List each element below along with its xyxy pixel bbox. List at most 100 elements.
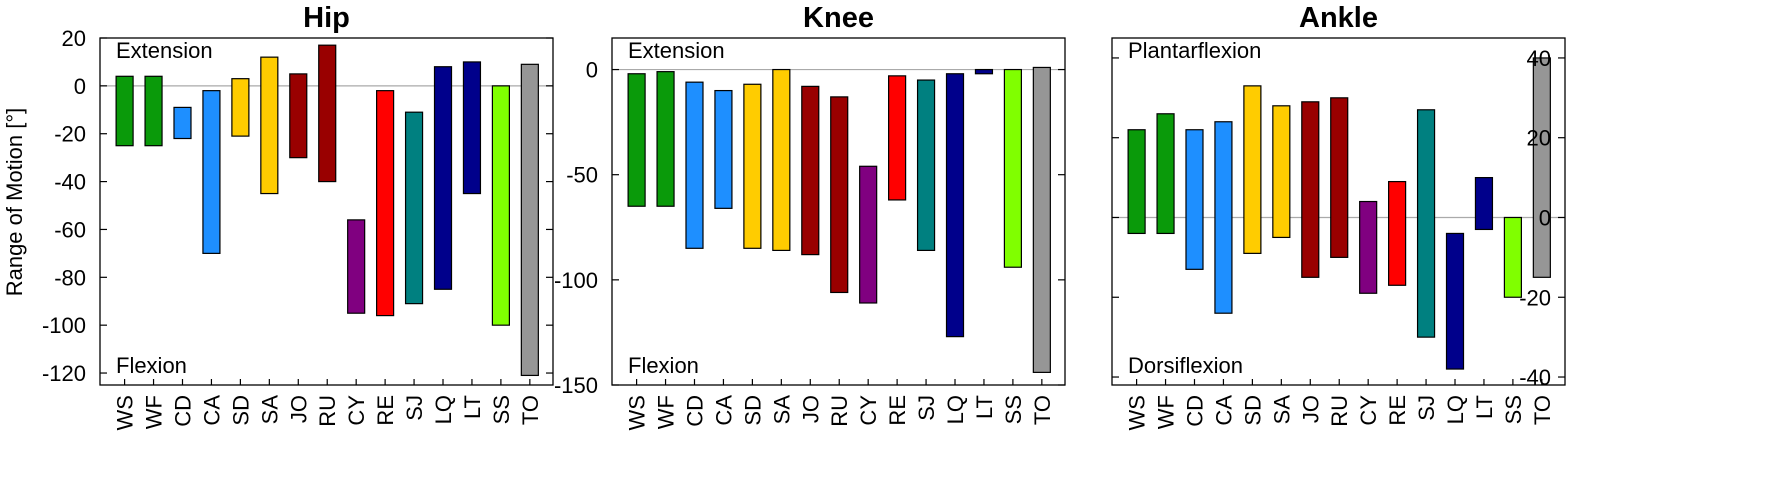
ankle-bar-ws bbox=[1127, 129, 1146, 235]
hip-bar-cy bbox=[347, 219, 366, 314]
ankle-bar-sa bbox=[1272, 105, 1291, 239]
hip-xtick-label-sd: SD bbox=[228, 395, 253, 426]
knee-ytick-label: -100 bbox=[554, 268, 598, 293]
ankle-xtick-label-cy: CY bbox=[1356, 395, 1381, 426]
knee-bar-wf bbox=[656, 71, 675, 207]
knee-top-annotation: Extension bbox=[628, 38, 725, 63]
ankle-bar-ss bbox=[1503, 216, 1522, 298]
ankle-bar-cd bbox=[1185, 129, 1204, 270]
hip-bar-wf bbox=[144, 75, 163, 147]
knee-xtick-label-ws: WS bbox=[625, 395, 650, 430]
knee-xtick-label-cy: CY bbox=[856, 395, 881, 426]
knee-bar-ru bbox=[830, 96, 849, 294]
hip-xtick-label-re: RE bbox=[373, 395, 398, 426]
ankle-bar-to bbox=[1532, 57, 1551, 278]
knee-xtick-label-sa: SA bbox=[769, 395, 794, 425]
hip-title: Hip bbox=[303, 2, 350, 34]
ankle-xtick-label-sa: SA bbox=[1269, 395, 1294, 425]
hip-top-annotation: Extension bbox=[116, 38, 213, 63]
knee-bar-jo bbox=[801, 85, 820, 256]
knee-ytick-label: -150 bbox=[554, 373, 598, 398]
hip-xtick-label-lq: LQ bbox=[431, 395, 456, 424]
hip-axes-box bbox=[99, 37, 554, 386]
ankle-xtick-label-lt: LT bbox=[1472, 395, 1497, 419]
hip-xtick-label-cd: CD bbox=[170, 395, 195, 427]
knee-bar-lt bbox=[974, 68, 994, 75]
hip-bar-lt bbox=[462, 61, 482, 195]
ankle-bar-sd bbox=[1243, 85, 1262, 254]
ankle-bar-ru bbox=[1330, 97, 1349, 258]
knee-bar-ss bbox=[1003, 68, 1022, 268]
knee-xtick-label-cd: CD bbox=[682, 395, 707, 427]
ankle-ytick-label: 40 bbox=[1527, 46, 1551, 71]
ankle-xtick-label-sj: SJ bbox=[1414, 395, 1439, 421]
knee-title: Knee bbox=[803, 2, 874, 34]
hip-xtick-label-sa: SA bbox=[257, 395, 282, 425]
hip-ytick-label: -40 bbox=[54, 170, 86, 195]
hip-xtick-label-ss: SS bbox=[489, 395, 514, 424]
ankle-bar-wf bbox=[1156, 113, 1175, 235]
knee-xtick-label-lq: LQ bbox=[943, 395, 968, 424]
hip-bar-to bbox=[520, 63, 539, 377]
hip-ytick-label: -60 bbox=[54, 217, 86, 242]
knee-bar-sd bbox=[743, 83, 762, 249]
hip-xtick-label-ru: RU bbox=[315, 395, 340, 427]
ankle-ytick-label: 20 bbox=[1527, 126, 1551, 151]
ankle-axes-box bbox=[1111, 37, 1566, 386]
knee-xtick-label-sj: SJ bbox=[914, 395, 939, 421]
knee-bar-to bbox=[1032, 66, 1051, 373]
hip-ytick-label: 20 bbox=[62, 26, 86, 51]
knee-bar-sa bbox=[772, 68, 791, 252]
hip-bar-sd bbox=[231, 78, 250, 137]
hip-xtick-label-ws: WS bbox=[113, 395, 138, 430]
knee-bar-cy bbox=[859, 165, 878, 304]
knee-axes-box bbox=[611, 37, 1066, 386]
y-axis-label: Range of Motion [°] bbox=[2, 108, 27, 297]
ankle-bar-cy bbox=[1359, 200, 1378, 294]
knee-xtick-label-re: RE bbox=[885, 395, 910, 426]
hip-xtick-label-wf: WF bbox=[142, 395, 167, 429]
ankle-xtick-label-ca: CA bbox=[1211, 395, 1236, 426]
hip-bar-lq bbox=[433, 66, 453, 290]
ankle-bar-jo bbox=[1301, 101, 1320, 278]
knee-xtick-label-ca: CA bbox=[711, 395, 736, 426]
hip-xtick-label-lt: LT bbox=[460, 395, 485, 419]
hip-bar-ca bbox=[202, 90, 221, 254]
knee-bar-re bbox=[888, 75, 907, 201]
hip-xtick-label-ca: CA bbox=[199, 395, 224, 426]
knee-xtick-label-to: TO bbox=[1030, 395, 1055, 425]
knee-xtick-label-sd: SD bbox=[740, 395, 765, 426]
ankle-bar-ca bbox=[1214, 121, 1233, 314]
ankle-bar-sj bbox=[1416, 109, 1436, 338]
hip-ytick-label: -20 bbox=[54, 122, 86, 147]
knee-bar-lq bbox=[945, 73, 965, 338]
knee-xtick-label-wf: WF bbox=[654, 395, 679, 429]
hip-ytick-label: 0 bbox=[74, 74, 86, 99]
ankle-bar-lt bbox=[1474, 176, 1494, 231]
knee-ytick-label: -50 bbox=[566, 163, 598, 188]
hip-xtick-label-to: TO bbox=[518, 395, 543, 425]
ankle-title: Ankle bbox=[1299, 2, 1378, 34]
hip-ytick-label: -100 bbox=[42, 313, 86, 338]
knee-xtick-label-jo: JO bbox=[798, 395, 823, 423]
ankle-xtick-label-lq: LQ bbox=[1443, 395, 1468, 424]
hip-bottom-annotation: Flexion bbox=[116, 353, 187, 378]
knee-bar-ws bbox=[627, 73, 646, 207]
knee-bar-cd bbox=[685, 81, 704, 249]
ankle-ytick-label: -40 bbox=[1519, 365, 1551, 390]
hip-xtick-label-jo: JO bbox=[286, 395, 311, 423]
knee-xtick-label-ru: RU bbox=[827, 395, 852, 427]
hip-bar-sj bbox=[404, 111, 424, 305]
knee-panel: Knee 0 -50 -100 -150 Extension Flexion WS WF CD CA… bbox=[554, 2, 1066, 430]
knee-bottom-annotation: Flexion bbox=[628, 353, 699, 378]
hip-bar-jo bbox=[289, 73, 308, 159]
chart-panels: Hip 20 0 -20 -40 -60 -80 -100 -120 Extension Flexi… bbox=[42, 2, 1566, 430]
ankle-xtick-label-ss: SS bbox=[1501, 395, 1526, 424]
ankle-ytick-label: 0 bbox=[1539, 205, 1551, 230]
hip-panel: Hip 20 0 -20 -40 -60 -80 -100 -120 Extension Flexi… bbox=[42, 2, 554, 430]
ankle-xtick-label-to: TO bbox=[1530, 395, 1555, 425]
knee-bar-ca bbox=[714, 89, 733, 209]
ankle-bottom-annotation: Dorsiflexion bbox=[1128, 353, 1243, 378]
knee-xtick-label-ss: SS bbox=[1001, 395, 1026, 424]
